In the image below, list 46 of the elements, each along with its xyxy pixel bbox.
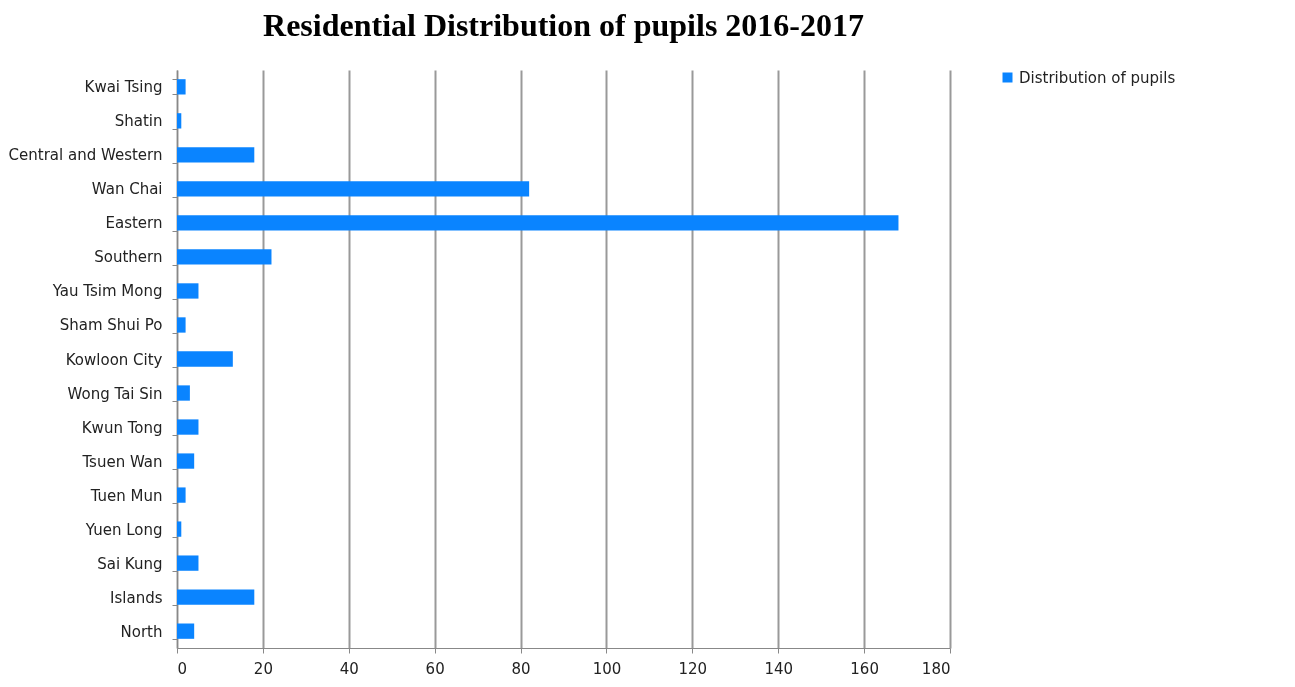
y-tick-label: Tsuen Wan	[81, 452, 163, 471]
y-tick-label: Sai Kung	[97, 554, 163, 573]
x-tick-label: 40	[339, 659, 359, 678]
bar	[177, 385, 190, 401]
bar	[177, 317, 186, 333]
x-tick-label: 20	[253, 659, 273, 678]
x-tick-label: 180	[921, 659, 951, 678]
y-tick-label: Sham Shui Po	[59, 316, 163, 335]
x-tick-label: 100	[592, 659, 622, 678]
bar	[177, 79, 186, 95]
bar	[177, 589, 255, 605]
bar	[177, 487, 186, 503]
y-tick-label: Eastern	[105, 214, 163, 233]
bar	[177, 181, 530, 197]
bar	[177, 521, 182, 537]
y-tick-label: Central and Western	[8, 146, 163, 165]
bar	[177, 147, 255, 163]
y-tick-label: Shatin	[114, 112, 163, 131]
y-tick-label: Wan Chai	[91, 180, 163, 199]
x-tick-label: 160	[850, 659, 879, 678]
x-tick-label: 120	[678, 659, 708, 678]
y-tick-label: Islands	[110, 588, 163, 607]
y-tick-label: Kwun Tong	[81, 418, 163, 437]
legend-label: Distribution of pupils	[1019, 68, 1176, 87]
bar	[177, 249, 272, 265]
bar	[177, 351, 233, 367]
x-tick-label: 60	[425, 659, 445, 678]
y-tick-label: Yau Tsim Mong	[51, 282, 163, 301]
bar	[177, 555, 199, 571]
bar	[177, 453, 195, 469]
y-tick-label: Yuen Long	[84, 520, 163, 539]
y-tick-label: Kwai Tsing	[84, 78, 163, 97]
chart-title: Residential Distribution of pupils 2016-2017	[263, 7, 864, 43]
y-tick-label: Kowloon City	[65, 350, 163, 369]
bar	[177, 283, 199, 299]
x-tick-label: 140	[764, 659, 794, 678]
x-tick-label: 0	[177, 659, 188, 678]
x-tick-label: 80	[511, 659, 531, 678]
y-tick-label: Southern	[94, 248, 163, 267]
bar	[177, 215, 899, 231]
y-tick-label: Tuen Mun	[89, 486, 163, 505]
bar	[177, 623, 195, 639]
bar	[177, 419, 199, 435]
bar	[177, 113, 182, 129]
y-tick-label: North	[120, 622, 163, 641]
y-tick-label: Wong Tai Sin	[67, 384, 163, 403]
